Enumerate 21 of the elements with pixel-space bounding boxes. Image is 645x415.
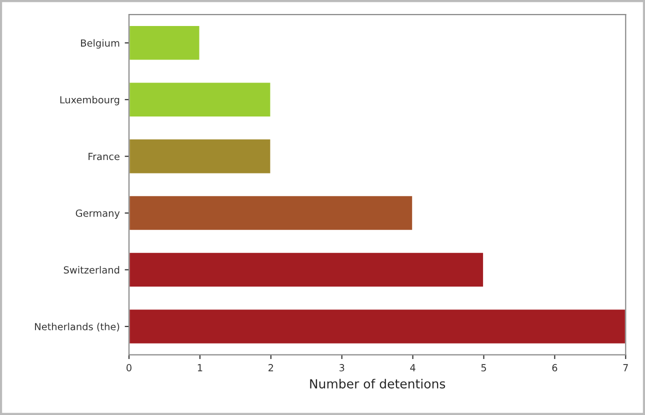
bar xyxy=(129,24,201,62)
x-tick-label: 1 xyxy=(198,364,202,372)
bar xyxy=(129,81,272,118)
x-axis-title: Number of detentions xyxy=(310,378,446,388)
bar xyxy=(129,308,626,345)
bar xyxy=(129,251,484,288)
x-tick-label: 4 xyxy=(410,364,416,372)
x-tick-label: 6 xyxy=(552,364,558,372)
y-tick-label: Belgium xyxy=(81,39,120,49)
x-tick-label: 2 xyxy=(268,364,274,372)
y-tick-label: Luxembourg xyxy=(60,96,120,106)
x-tick-label: 3 xyxy=(340,364,344,372)
bar xyxy=(129,138,272,175)
y-tick-label: Switzerland xyxy=(64,266,120,274)
x-tick-label: 7 xyxy=(623,364,628,372)
y-tick-label: France xyxy=(88,152,120,160)
x-tick-label: 0 xyxy=(126,364,132,372)
y-tick-label: Netherlands (the) xyxy=(35,322,120,332)
bar xyxy=(129,194,414,232)
y-tick-label: Germany xyxy=(76,210,120,219)
x-tick-label: 5 xyxy=(481,364,486,372)
